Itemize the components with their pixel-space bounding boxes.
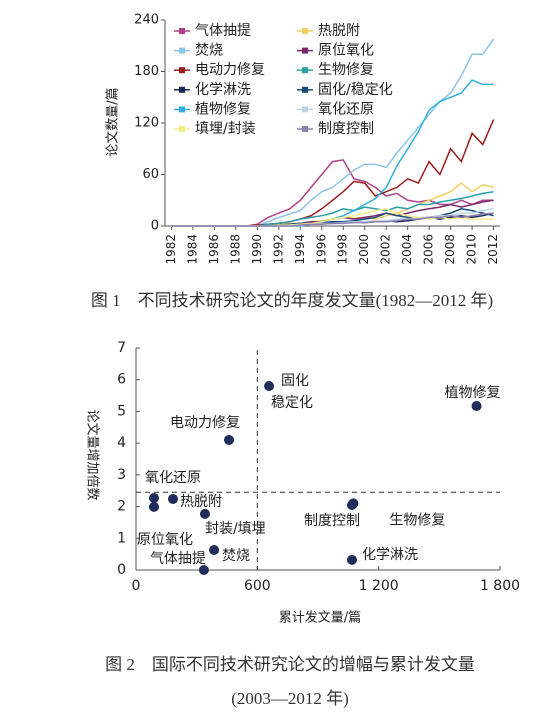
point-label: 焚烧 <box>222 548 250 564</box>
y-axis-label: 论文数量/篇 <box>106 87 121 156</box>
x-tick-label: 1990 <box>250 234 264 265</box>
legend-marker <box>302 86 308 93</box>
x-tick-label: 2012 <box>486 234 500 265</box>
y-tick-label: 5 <box>117 403 126 419</box>
point <box>199 508 210 519</box>
y-tick-label: 0 <box>117 562 126 578</box>
y-tick-label: 60 <box>142 167 159 182</box>
y-tick-label: 4 <box>117 435 126 451</box>
legend-marker <box>179 106 185 113</box>
legend-label: 焚烧 <box>195 43 223 59</box>
y-tick-label: 120 <box>134 116 159 131</box>
legend-marker <box>302 126 308 132</box>
x-tick-label: 1994 <box>293 234 307 265</box>
legend-label: 气体抽提 <box>195 23 251 39</box>
point <box>348 498 359 509</box>
figure-2-caption: 图 2 国际不同技术研究论文的增幅与累计发文量 <box>105 655 475 674</box>
x-tick-label: 1 800 <box>480 578 520 594</box>
y-tick-label: 2 <box>117 499 126 515</box>
point <box>346 554 357 565</box>
legend-marker <box>302 67 308 74</box>
x-tick-label: 1996 <box>314 234 328 265</box>
x-tick-label: 1982 <box>164 234 178 265</box>
point-label: 固化稳定化 <box>271 373 313 411</box>
x-tick-label: 2000 <box>357 234 371 265</box>
legend-label: 填埋/封装 <box>195 121 256 137</box>
x-tick-label: 1 200 <box>359 578 399 594</box>
y-tick-label: 3 <box>117 467 126 483</box>
point-label: 原位氧化 <box>137 532 193 548</box>
x-tick-label: 2004 <box>400 234 414 265</box>
x-tick-label: 1992 <box>271 234 285 265</box>
legend-marker <box>179 126 185 132</box>
legend-label: 氧化还原 <box>318 101 374 117</box>
legend-marker <box>302 106 308 113</box>
y-axis-label: 论文量增加倍数 <box>85 409 100 500</box>
legend-marker <box>179 67 185 74</box>
legend-marker <box>179 47 185 54</box>
point-label: 热脱附 <box>180 494 222 510</box>
legend-label: 电动力修复 <box>195 61 265 78</box>
x-tick-label: 2010 <box>465 234 479 265</box>
point-label: 气体抽提 <box>150 551 206 567</box>
x-tick-label: 1998 <box>336 234 350 265</box>
y-tick-label: 1 <box>117 530 126 546</box>
x-tick-label: 1984 <box>185 234 199 265</box>
y-tick-label: 7 <box>117 340 126 356</box>
legend-label: 化学淋洗 <box>195 82 251 98</box>
point <box>148 501 159 512</box>
x-tick-label: 2006 <box>422 234 436 265</box>
point <box>471 401 482 412</box>
y-tick-label: 180 <box>134 64 159 79</box>
legend-marker <box>179 28 185 34</box>
point <box>209 545 220 556</box>
point <box>148 493 159 504</box>
x-tick-label: 2008 <box>443 234 457 265</box>
x-tick-label: 2002 <box>379 234 393 265</box>
legend-label: 原位氧化 <box>318 43 374 59</box>
legend-label: 热脱附 <box>318 23 360 39</box>
y-tick-label: 6 <box>117 372 126 388</box>
legend-label: 生物修复 <box>318 61 374 78</box>
series-line <box>171 190 494 227</box>
x-tick-label: 600 <box>244 578 271 594</box>
point-label: 生物修复 <box>389 511 445 528</box>
point <box>168 493 179 504</box>
point-label: 氧化还原 <box>145 470 201 486</box>
point-label: 植物修复 <box>445 384 501 401</box>
figure-2-subcaption: (2003—2012 年) <box>231 689 349 708</box>
point-label: 化学淋洗 <box>362 547 418 563</box>
point-label: 封装/填埋 <box>205 521 266 537</box>
point-label: 制度控制 <box>304 513 360 529</box>
point <box>224 434 235 445</box>
x-axis-label: 累计发文量/篇 <box>279 610 361 626</box>
x-tick-label: 1986 <box>207 234 221 265</box>
point <box>264 381 275 392</box>
legend-label: 固化/稳定化 <box>318 82 393 98</box>
legend-label: 植物修复 <box>195 100 251 117</box>
legend-label: 制度控制 <box>318 121 374 137</box>
legend-marker <box>179 86 185 93</box>
point <box>198 565 209 575</box>
point-label: 电动力修复 <box>170 414 240 431</box>
figure-1-caption: 图 1 不同技术研究论文的年度发文量(1982—2012 年) <box>91 291 493 310</box>
legend-marker <box>302 47 308 54</box>
series-line <box>171 212 494 227</box>
x-tick-label: 1988 <box>228 234 242 265</box>
y-tick-label: 240 <box>134 13 159 28</box>
legend-marker <box>302 28 308 34</box>
x-tick-label: 0 <box>132 578 141 594</box>
y-tick-label: 0 <box>151 219 159 234</box>
